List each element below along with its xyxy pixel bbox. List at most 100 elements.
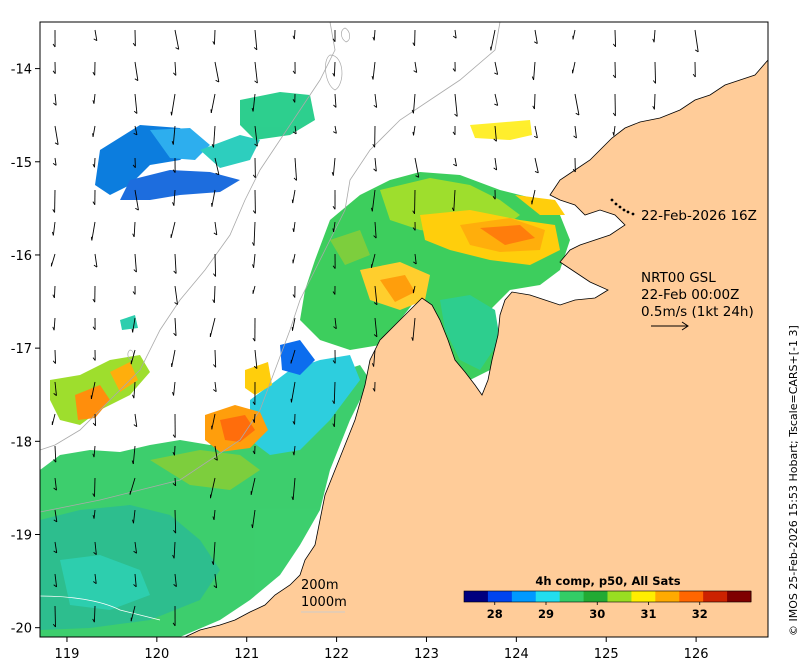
current-vector-head [612,112,616,117]
current-vector [414,61,418,73]
colorbar-swatch [655,591,680,602]
current-vector [54,125,59,145]
colorbar-swatch [703,591,728,602]
current-vector [129,477,136,495]
current-vector-head [92,100,95,104]
current-vector-head [172,622,176,627]
current-vector-head [371,207,373,212]
current-vector [54,445,57,463]
current-vector [292,189,296,204]
current-vector [93,445,96,458]
current-vector-head [53,392,57,396]
current-vector [132,445,136,464]
current-vector [134,253,137,273]
current-vector-head [92,163,95,168]
current-vector [173,189,176,206]
current-vector-head [292,35,295,40]
current-vector-head [252,419,255,423]
current-vector-head [292,99,296,103]
current-vector-head [53,584,57,588]
current-vector [253,221,256,246]
current-vector-head [172,451,175,456]
current-vector [213,285,216,303]
current-vector-head [132,164,136,168]
current-vector [134,413,138,427]
lat-tick-label: -18 [11,435,32,450]
current-vector-head [52,326,55,331]
lon-tick-label: 121 [234,647,259,662]
current-vector [93,509,96,519]
current-vector-head [451,207,455,212]
current-vector-head [573,135,577,139]
current-vector-head [292,228,295,232]
current-vector [572,61,576,74]
current-vector [94,541,97,555]
current-vector-head [372,387,376,392]
current-vector-head [173,529,177,534]
current-vector-head [93,581,97,585]
current-vector-head [411,337,414,341]
current-vector-head [92,453,95,458]
current-vector [534,157,539,173]
current-vector-head [133,550,137,554]
current-vector-head [135,207,139,211]
current-vector [133,221,136,237]
colorbar-swatch [679,591,704,602]
current-vector [214,573,218,588]
current-vector [653,29,656,43]
current-vector-head [53,519,58,523]
current-vector-head [92,357,96,361]
current-vector [214,381,217,392]
colorbar-tick-label: 31 [640,607,656,621]
current-vector-head [213,273,216,277]
current-vector-head [92,493,95,497]
current-vector [374,317,378,337]
current-vector [292,317,296,331]
current-vector-head [493,138,497,142]
current-vector-head [172,391,175,396]
current-vector [333,413,336,427]
current-vector [174,317,177,336]
current-vector-head [254,143,258,147]
current-vector-head [412,210,415,215]
current-vector-head [612,43,616,48]
current-vector [371,253,376,268]
current-vector [174,61,177,76]
current-vector-head [173,332,177,337]
lon-tick-label: 119 [55,647,80,662]
current-vector [414,157,420,178]
current-vector-head [332,291,336,295]
current-vector [531,189,536,205]
current-vector [92,125,96,137]
current-vector [293,445,296,456]
current-vector-head [211,144,214,148]
current-vector-head [332,72,335,77]
current-vector-head [213,232,218,236]
current-vector [454,93,458,117]
current-vector-head [533,135,538,139]
current-vector [254,61,258,84]
current-vector [173,381,176,396]
isobath-line [127,349,134,361]
current-vector [654,61,656,84]
current-vector-head [373,334,378,338]
isobath-line [40,22,501,513]
current-vector [371,189,376,212]
current-vector [533,61,536,80]
current-vector-head [132,394,135,399]
current-vector [134,93,138,114]
current-vector [374,157,377,172]
current-vector-head [332,131,337,134]
current-vector-head [292,421,295,425]
current-vector [213,125,216,148]
current-vector [54,157,57,166]
current-vector [373,349,376,367]
current-vector-head [131,460,134,465]
current-vector [174,573,177,587]
current-vector [494,93,499,106]
current-vector-head [132,519,134,524]
current-vector-head [452,131,456,136]
product-time-label: 22-Feb 00:00Z [641,287,739,303]
current-vector [253,413,256,423]
current-vector [214,29,216,45]
